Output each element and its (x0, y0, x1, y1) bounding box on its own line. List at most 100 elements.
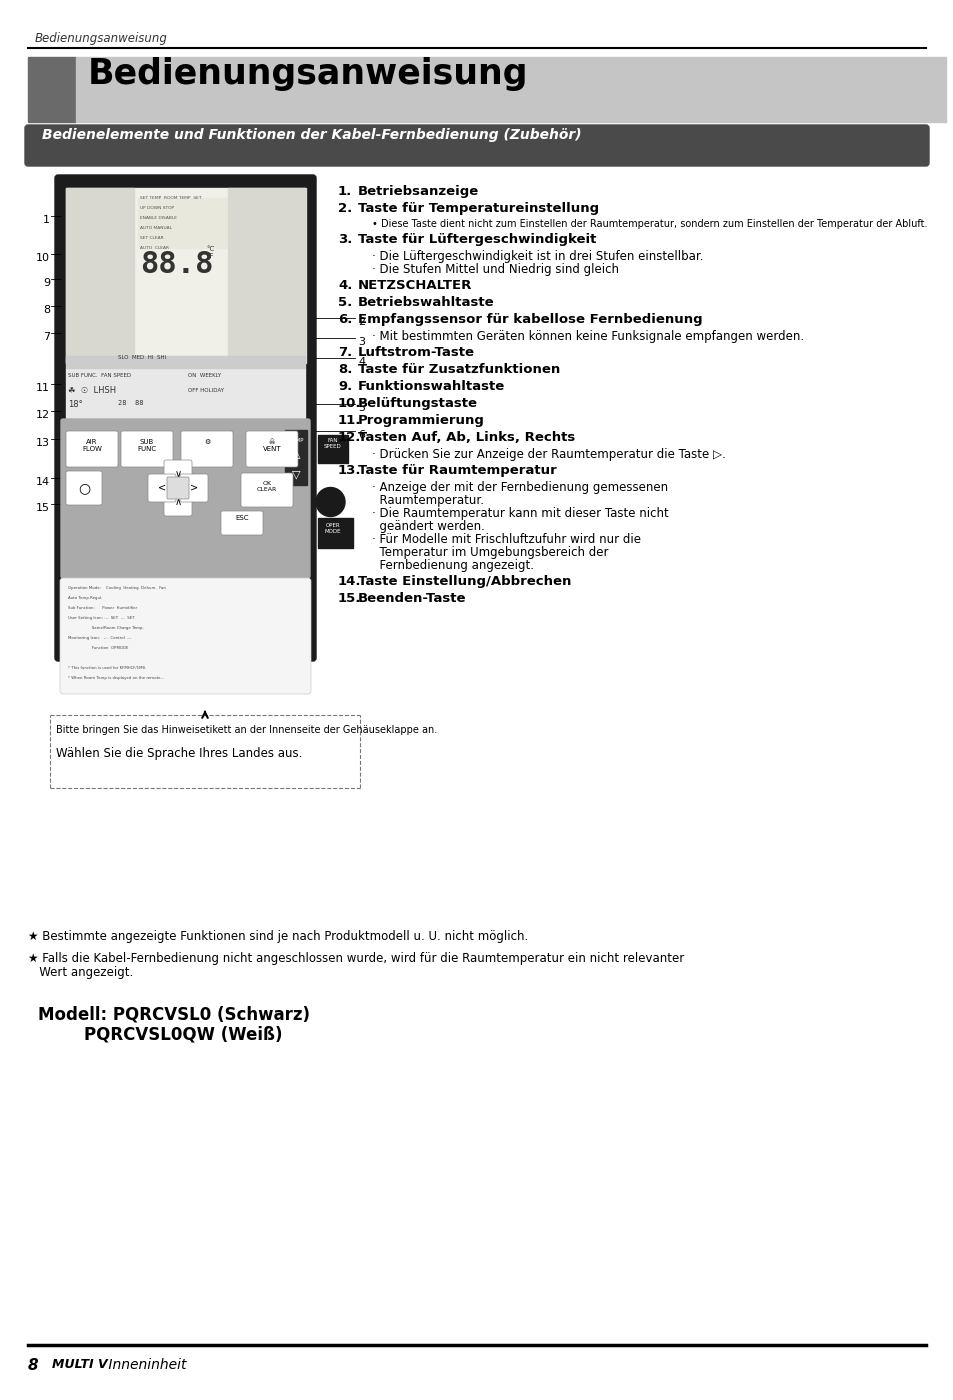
Text: 15: 15 (36, 503, 50, 512)
Text: 9: 9 (43, 279, 50, 288)
Text: · Anzeige der mit der Fernbedienung gemessenen: · Anzeige der mit der Fernbedienung geme… (372, 482, 667, 494)
Text: 2: 2 (357, 316, 365, 328)
Text: Betriebswahltaste: Betriebswahltaste (357, 295, 494, 309)
FancyBboxPatch shape (121, 431, 172, 468)
Text: Sub Function:      Power  Humidifier: Sub Function: Power Humidifier (68, 606, 137, 610)
Text: 1: 1 (43, 216, 50, 225)
Bar (317, 435, 348, 463)
Text: AUTO  CLEAR: AUTO CLEAR (140, 246, 169, 251)
Text: Belüftungstaste: Belüftungstaste (357, 398, 477, 410)
Text: Modell: PQRCVSL0 (Schwarz): Modell: PQRCVSL0 (Schwarz) (38, 1005, 310, 1023)
Text: 7: 7 (43, 332, 50, 342)
Text: 12: 12 (36, 410, 50, 420)
Text: ▽: ▽ (292, 469, 300, 479)
Text: ★ Bestimmte angezeigte Funktionen sind je nach Produktmodell u. U. nicht möglich: ★ Bestimmte angezeigte Funktionen sind j… (28, 930, 528, 944)
Bar (66, 368, 305, 419)
Text: 88.8: 88.8 (140, 251, 213, 279)
Text: 4.: 4. (337, 279, 352, 293)
Text: Bedienungsanweisung: Bedienungsanweisung (35, 32, 168, 45)
Text: Operation Mode:    Cooling  Heating  Dehum.  Fan: Operation Mode: Cooling Heating Dehum. F… (68, 587, 166, 589)
FancyBboxPatch shape (164, 489, 192, 517)
Text: 8: 8 (43, 305, 50, 315)
FancyBboxPatch shape (61, 419, 310, 578)
FancyBboxPatch shape (25, 125, 928, 167)
Text: 9.: 9. (337, 379, 352, 393)
Text: Luftstrom-Taste: Luftstrom-Taste (357, 346, 475, 358)
Text: 6.: 6. (337, 314, 352, 326)
Text: 7.: 7. (337, 346, 352, 358)
Text: Programmierung: Programmierung (357, 414, 484, 427)
FancyBboxPatch shape (60, 578, 311, 694)
Text: 12.: 12. (337, 431, 361, 444)
Text: 5: 5 (357, 403, 365, 413)
Text: Monitoring Icon:   ---  Control  ---: Monitoring Icon: --- Control --- (68, 636, 132, 640)
Text: Fernbedienung angezeigt.: Fernbedienung angezeigt. (372, 559, 534, 573)
Bar (66, 356, 305, 368)
Text: Auto Temp.Regul.: Auto Temp.Regul. (68, 596, 102, 601)
Text: SET TEMP  ROOM TEMP  SET: SET TEMP ROOM TEMP SET (140, 196, 201, 200)
Text: Taste für Lüftergeschwindigkeit: Taste für Lüftergeschwindigkeit (357, 232, 596, 246)
Text: Bedienungsanweisung: Bedienungsanweisung (88, 57, 528, 91)
Text: △: △ (292, 449, 300, 459)
Text: Inneninheit: Inneninheit (104, 1358, 186, 1372)
Text: ∧: ∧ (174, 497, 181, 507)
Text: 4: 4 (357, 357, 365, 367)
Text: 13: 13 (36, 438, 50, 448)
Text: 18°: 18° (68, 400, 83, 409)
Text: SUB
FUNC: SUB FUNC (137, 440, 156, 452)
Text: ON  WEEKLY: ON WEEKLY (188, 372, 221, 378)
Text: AIR
FLOW: AIR FLOW (82, 440, 102, 452)
Text: PQRCVSL0QW (Weiß): PQRCVSL0QW (Weiß) (38, 1025, 282, 1043)
Text: 6: 6 (357, 430, 365, 440)
Text: ⚙: ⚙ (204, 440, 210, 445)
Text: MULTI V: MULTI V (52, 1358, 108, 1371)
FancyBboxPatch shape (221, 511, 263, 535)
Bar (66, 188, 305, 363)
Text: Taste für Zusatzfunktionen: Taste für Zusatzfunktionen (357, 363, 559, 377)
Text: ☘  ☉  LHSH: ☘ ☉ LHSH (68, 386, 116, 395)
FancyBboxPatch shape (66, 431, 118, 468)
Text: 15.: 15. (337, 592, 361, 605)
Text: 2.: 2. (337, 202, 352, 216)
Bar (28, 57, 76, 122)
Text: 11: 11 (36, 384, 50, 393)
Text: Raumtemperatur.: Raumtemperatur. (372, 494, 483, 507)
FancyBboxPatch shape (167, 477, 189, 498)
Text: 13.: 13. (337, 463, 361, 477)
Text: Taste für Raumtemperatur: Taste für Raumtemperatur (357, 463, 557, 477)
Text: SUB FUNC.  FAN SPEED: SUB FUNC. FAN SPEED (68, 372, 131, 378)
Text: · Drücken Sie zur Anzeige der Raumtemperatur die Taste ▷.: · Drücken Sie zur Anzeige der Raumtemper… (372, 448, 725, 461)
FancyBboxPatch shape (181, 431, 233, 468)
Text: 14: 14 (36, 477, 50, 487)
FancyBboxPatch shape (148, 475, 175, 503)
Text: • Diese Taste dient nicht zum Einstellen der Raumtemperatur, sondern zum Einstel: • Diese Taste dient nicht zum Einstellen… (372, 218, 926, 230)
Text: 8.: 8. (337, 363, 352, 377)
Text: · Die Lüftergeschwindigkeit ist in drei Stufen einstellbar.: · Die Lüftergeschwindigkeit ist in drei … (372, 251, 702, 263)
Text: Taste Einstellung/Abbrechen: Taste Einstellung/Abbrechen (357, 575, 571, 588)
Text: SLO  MED  HI  SHI: SLO MED HI SHI (118, 356, 166, 360)
Text: NETZSCHALTER: NETZSCHALTER (357, 279, 472, 293)
Text: 1.: 1. (337, 185, 352, 197)
Text: ∨: ∨ (174, 469, 181, 479)
Text: Wert angezeigt.: Wert angezeigt. (28, 966, 133, 979)
FancyBboxPatch shape (55, 175, 315, 661)
Text: ENABLE DISABLE: ENABLE DISABLE (140, 216, 177, 220)
Text: ○: ○ (78, 482, 90, 496)
Text: · Die Raumtemperatur kann mit dieser Taste nicht: · Die Raumtemperatur kann mit dieser Tas… (372, 507, 668, 519)
Text: <: < (158, 483, 166, 493)
Bar (285, 430, 307, 484)
Text: OK
CLEAR: OK CLEAR (256, 482, 276, 491)
Text: · Die Stufen Mittel und Niedrig sind gleich: · Die Stufen Mittel und Niedrig sind gle… (372, 263, 618, 276)
Text: Same/Room Charge Temp.: Same/Room Charge Temp. (68, 626, 144, 630)
Bar (76, 57, 945, 122)
Text: AUTO MANUAL: AUTO MANUAL (140, 225, 172, 230)
Text: OPER
MODE: OPER MODE (324, 524, 341, 533)
Text: geändert werden.: geändert werden. (372, 519, 484, 533)
Text: Tasten Auf, Ab, Links, Rechts: Tasten Auf, Ab, Links, Rechts (357, 431, 575, 444)
Text: · Für Modelle mit Frischluftzufuhr wird nur die: · Für Modelle mit Frischluftzufuhr wird … (372, 533, 640, 546)
Text: ☠
VENT: ☠ VENT (262, 440, 281, 452)
Text: 10.: 10. (337, 398, 361, 410)
Bar (138, 197, 228, 248)
Text: · Mit bestimmten Geräten können keine Funksignale empfangen werden.: · Mit bestimmten Geräten können keine Fu… (372, 330, 803, 343)
Text: °C
°F: °C °F (206, 246, 214, 259)
